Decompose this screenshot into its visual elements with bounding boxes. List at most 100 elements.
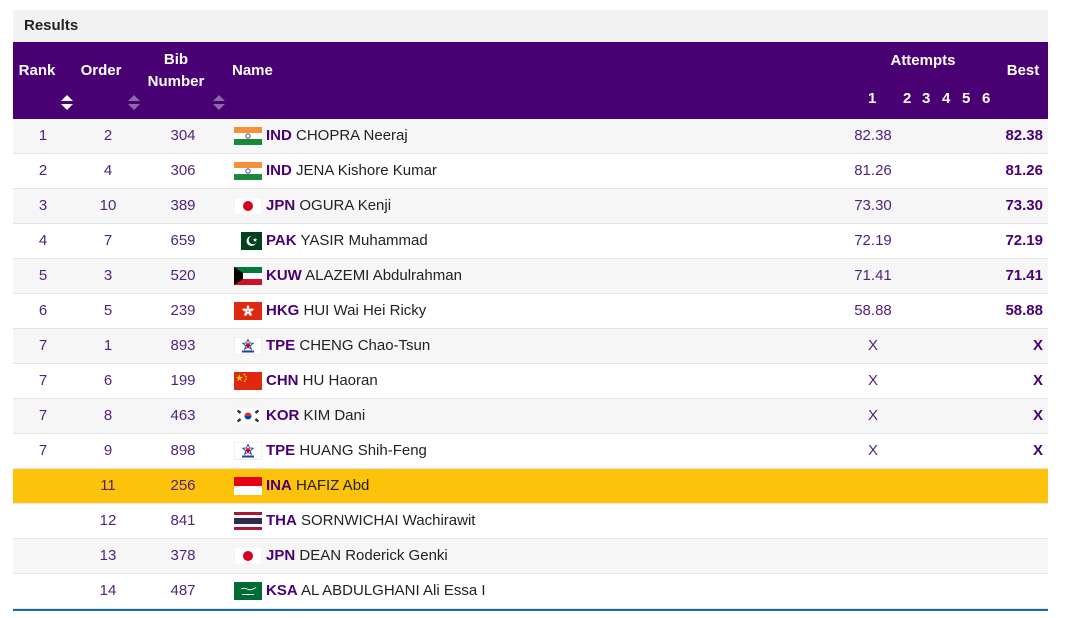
- athlete-name[interactable]: IND JENA Kishore Kumar: [266, 154, 437, 188]
- order-cell: 1: [103, 337, 113, 354]
- athlete-name[interactable]: TPE CHENG Chao-Tsun: [266, 329, 430, 363]
- attempt-number-1: 1: [868, 90, 877, 107]
- rank-cell: 1: [38, 127, 48, 144]
- table-row[interactable]: 7 8 463 KOR KIM Dani X X: [13, 399, 1048, 434]
- attempt-number-3: 3: [922, 90, 931, 107]
- table-row[interactable]: 6 5 239 HKG HUI Wai Hei Ricky 58.88 58.8…: [13, 294, 1048, 329]
- ind-flag-icon: [234, 162, 262, 180]
- athlete-name-text: CHOPRA Neeraj: [296, 127, 408, 144]
- table-row-highlighted[interactable]: 11 256 INA HAFIZ Abd: [13, 469, 1048, 504]
- order-column-header[interactable]: Order: [73, 62, 129, 79]
- order-cell: 11: [100, 477, 116, 494]
- noc-code: JPN: [266, 547, 296, 564]
- table-row[interactable]: 7 1 893 TPE CHENG Chao-Tsun X X: [13, 329, 1048, 364]
- attempt-1-cell: X: [867, 407, 878, 424]
- attempt-1-cell: 71.41: [854, 267, 892, 284]
- rank-column-header[interactable]: Rank: [13, 62, 61, 79]
- jpn-flag-icon: [234, 547, 262, 565]
- order-cell: 8: [103, 407, 113, 424]
- rank-cell: 7: [38, 442, 48, 459]
- athlete-name[interactable]: KSA AL ABDULGHANI Ali Essa I: [266, 574, 486, 608]
- bib-cell: 841: [170, 512, 196, 529]
- athlete-name[interactable]: IND CHOPRA Neeraj: [266, 119, 408, 153]
- bib-cell: 304: [170, 127, 196, 144]
- attempt-1-cell: 72.19: [854, 232, 892, 249]
- noc-code: HKG: [266, 302, 300, 319]
- best-cell: 82.38: [1005, 127, 1043, 144]
- noc-code: TPE: [266, 337, 296, 354]
- order-cell: 4: [103, 162, 113, 179]
- ina-flag-icon: [234, 477, 262, 495]
- table-row[interactable]: 2 4 306 IND JENA Kishore Kumar 81.26 81.…: [13, 154, 1048, 189]
- table-row[interactable]: 12 841 THA SORNWICHAI Wachirawit: [13, 504, 1048, 539]
- athlete-name[interactable]: KOR KIM Dani: [266, 399, 365, 433]
- table-row[interactable]: 5 3 520 KUW ALAZEMI Abdulrahman 71.41 71…: [13, 259, 1048, 294]
- bib-cell: 256: [170, 477, 196, 494]
- athlete-name-text: HU Haoran: [302, 372, 378, 389]
- order-cell: 7: [103, 232, 113, 249]
- order-cell: 5: [103, 302, 113, 319]
- bib-cell: 389: [170, 197, 196, 214]
- kor-flag-icon: [234, 407, 262, 425]
- athlete-name-text: HUANG Shih-Feng: [299, 442, 427, 459]
- table-row[interactable]: 13 378 JPN DEAN Roderick Genki: [13, 539, 1048, 574]
- attempt-1-cell: 73.30: [854, 197, 892, 214]
- attempt-1-cell: X: [867, 337, 878, 354]
- bib-column-header[interactable]: Bib Number: [138, 49, 214, 93]
- athlete-name[interactable]: JPN DEAN Roderick Genki: [266, 539, 448, 573]
- chn-flag-icon: [234, 372, 262, 390]
- athlete-name-text: KIM Dani: [303, 407, 366, 424]
- order-sort-icon[interactable]: [128, 95, 140, 111]
- noc-code: IND: [266, 162, 292, 179]
- bib-sort-icon[interactable]: [213, 95, 225, 111]
- athlete-name[interactable]: CHN HU Haoran: [266, 364, 378, 398]
- rank-cell: 7: [38, 337, 48, 354]
- athlete-name[interactable]: HKG HUI Wai Hei Ricky: [266, 294, 426, 328]
- noc-code: KOR: [266, 407, 300, 424]
- rank-header-label: Rank: [18, 62, 56, 79]
- best-cell: X: [1032, 442, 1043, 459]
- attempt-number-5: 5: [962, 90, 971, 107]
- best-cell: 72.19: [1005, 232, 1043, 249]
- athlete-name[interactable]: TPE HUANG Shih-Feng: [266, 434, 427, 468]
- bib-cell: 378: [170, 547, 196, 564]
- attempt-number-6: 6: [982, 90, 991, 107]
- athlete-name-text: DEAN Roderick Genki: [299, 547, 448, 564]
- table-row[interactable]: 4 7 659 PAK YASIR Muhammad 72.19 72.19: [13, 224, 1048, 259]
- athlete-name[interactable]: THA SORNWICHAI Wachirawit: [266, 504, 475, 538]
- order-cell: 10: [99, 197, 117, 214]
- attempt-1-cell: 82.38: [854, 127, 892, 144]
- order-cell: 9: [103, 442, 113, 459]
- noc-code: TPE: [266, 442, 296, 459]
- athlete-name[interactable]: PAK YASIR Muhammad: [266, 224, 428, 258]
- table-row[interactable]: 7 6 199 CHN HU Haoran X X: [13, 364, 1048, 399]
- rank-sort-icon[interactable]: [61, 95, 73, 111]
- athlete-name-text: AL ABDULGHANI Ali Essa I: [301, 582, 486, 599]
- order-header-label: Order: [80, 62, 122, 79]
- athlete-name-text: SORNWICHAI Wachirawit: [301, 512, 476, 529]
- athlete-name[interactable]: JPN OGURA Kenji: [266, 189, 391, 223]
- best-cell: 81.26: [1005, 162, 1043, 179]
- results-title: Results: [13, 10, 1048, 42]
- athlete-name-text: CHENG Chao-Tsun: [299, 337, 431, 354]
- order-cell: 6: [103, 372, 113, 389]
- table-bottom-border: [13, 609, 1048, 611]
- attempt-1-cell: 58.88: [854, 302, 892, 319]
- best-cell: X: [1032, 372, 1043, 389]
- bib-cell: 898: [170, 442, 196, 459]
- rank-cell: 7: [38, 407, 48, 424]
- best-cell: X: [1032, 337, 1043, 354]
- results-table: Results Rank Order Bib Number Name Attem…: [13, 10, 1048, 611]
- table-row[interactable]: 14 487 KSA AL ABDULGHANI Ali Essa I: [13, 574, 1048, 609]
- table-row[interactable]: 1 2 304 IND CHOPRA Neeraj 82.38 82.38: [13, 119, 1048, 154]
- bib-header-line2: Number: [147, 73, 205, 90]
- bib-cell: 463: [170, 407, 196, 424]
- best-column-header: Best: [1006, 62, 1040, 79]
- ksa-flag-icon: [234, 582, 262, 600]
- order-cell: 2: [103, 127, 113, 144]
- table-row[interactable]: 3 10 389 JPN OGURA Kenji 73.30 73.30: [13, 189, 1048, 224]
- athlete-name[interactable]: INA HAFIZ Abd: [266, 469, 369, 503]
- athlete-name-text: HAFIZ Abd: [296, 477, 370, 494]
- athlete-name[interactable]: KUW ALAZEMI Abdulrahman: [266, 259, 462, 293]
- table-row[interactable]: 7 9 898 TPE HUANG Shih-Feng X X: [13, 434, 1048, 469]
